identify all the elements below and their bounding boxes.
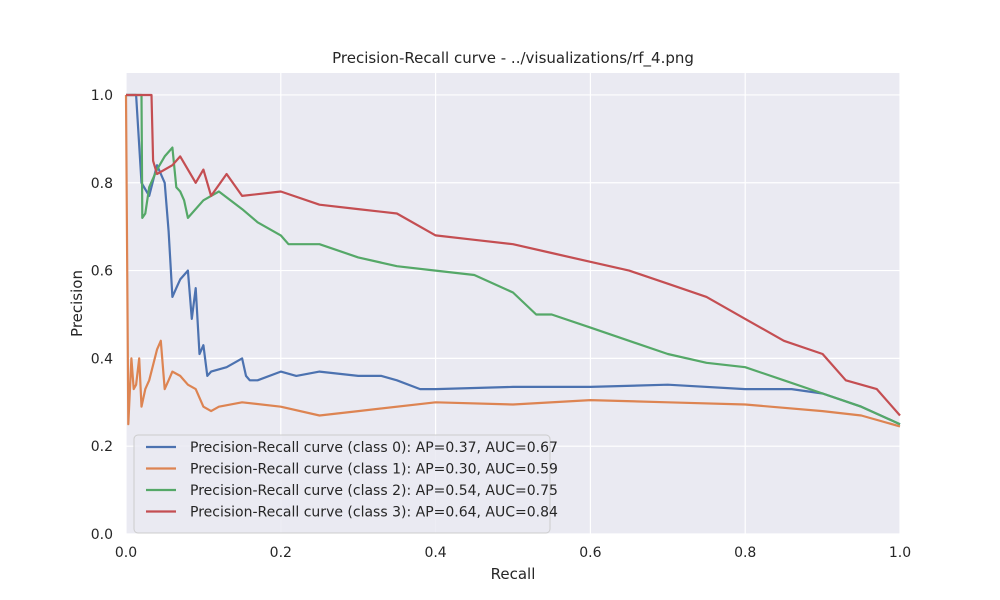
- y-tick-label: 0.2: [91, 439, 113, 455]
- x-tick-label: 0.6: [579, 545, 601, 561]
- legend-entry: Precision-Recall curve (class 3): AP=0.6…: [190, 505, 558, 521]
- series-line-class-3: [126, 93, 901, 417]
- x-tick-label: 1.0: [889, 545, 911, 561]
- y-tick-label: 0.4: [91, 351, 113, 367]
- x-tick-label: 0.2: [270, 545, 292, 561]
- legend-entry: Precision-Recall curve (class 0): AP=0.3…: [190, 440, 558, 456]
- series-line-class-1: [124, 94, 901, 428]
- curves: [124, 93, 901, 428]
- legend-box: [133, 434, 551, 534]
- series-line-class-0: [126, 93, 901, 426]
- y-axis-label: Precision: [68, 270, 86, 337]
- legend-entry: Precision-Recall curve (class 1): AP=0.3…: [190, 462, 558, 478]
- x-tick-label: 0.8: [734, 545, 756, 561]
- tick-labels: 0.0 0.2 0.4 0.6 0.8 1.0 0.0 0.2 0.4 0.6 0.8 1.0: [91, 88, 911, 561]
- legend-entry: Precision-Recall curve (class 2): AP=0.5…: [190, 483, 558, 499]
- legend: Precision-Recall curve (class 0): AP=0.3…: [133, 434, 558, 534]
- series-line-class-2: [126, 93, 901, 426]
- y-tick-label: 0.6: [91, 264, 113, 280]
- x-axis-label: Recall: [491, 565, 536, 583]
- chart-title: Precision-Recall curve - ../visualizatio…: [332, 49, 694, 68]
- x-tick-label: 0.4: [424, 545, 446, 561]
- y-tick-label: 1.0: [91, 88, 113, 104]
- y-tick-label: 0.0: [91, 527, 113, 543]
- y-tick-label: 0.8: [91, 176, 113, 192]
- x-tick-label: 0.0: [115, 545, 137, 561]
